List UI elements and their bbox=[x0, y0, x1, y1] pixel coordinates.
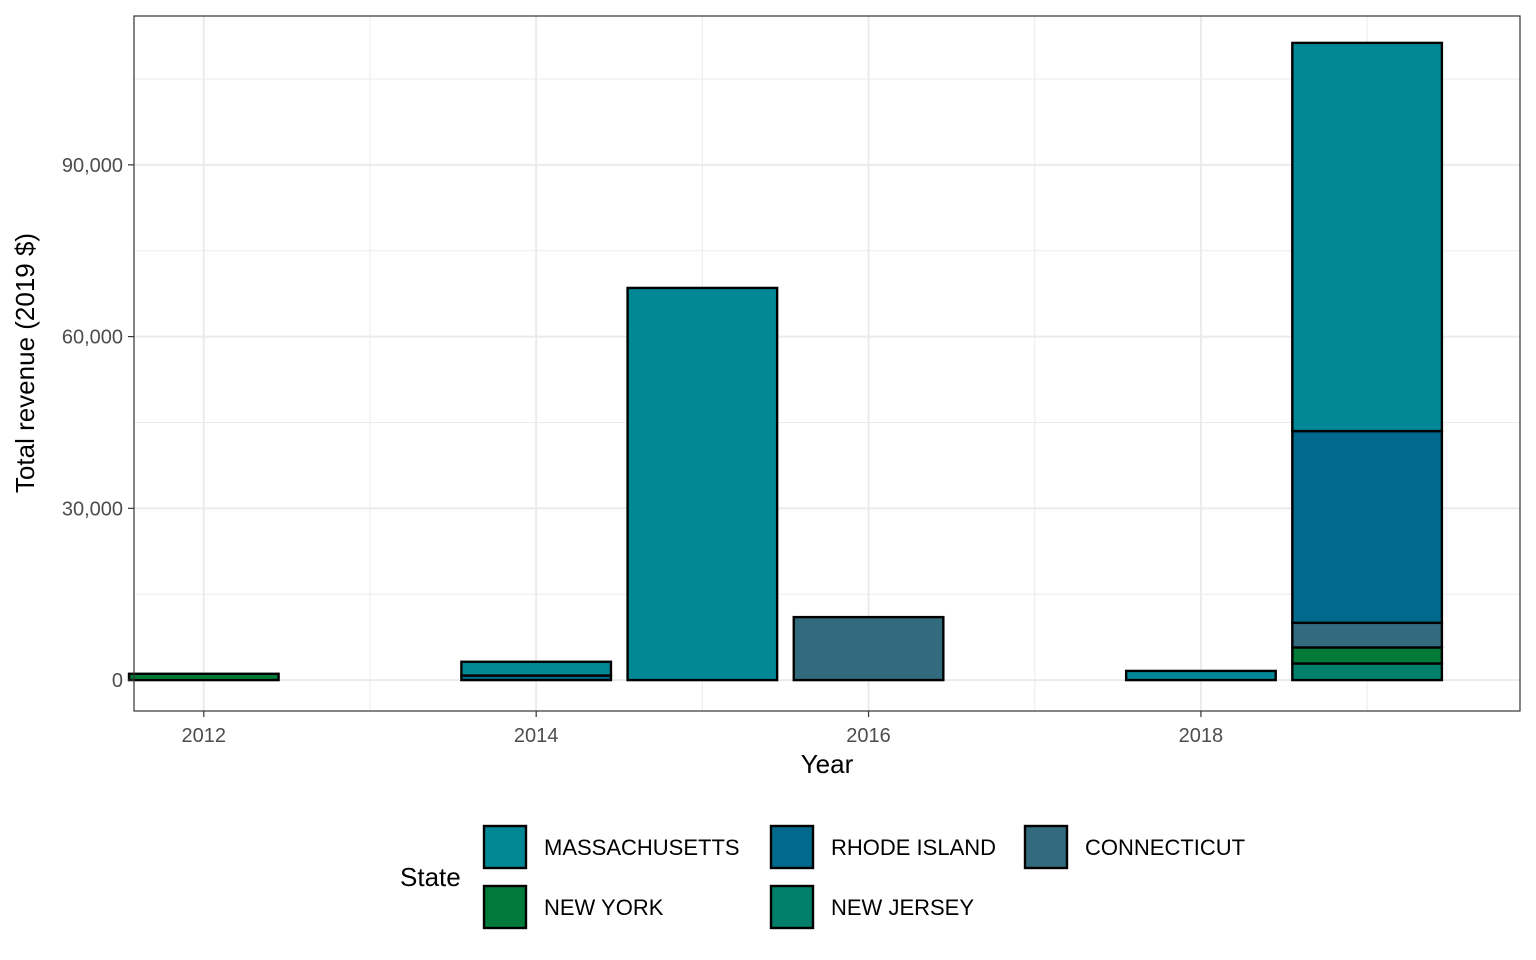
legend-label: CONNECTICUT bbox=[1085, 835, 1245, 860]
y-tick-label: 60,000 bbox=[62, 327, 123, 349]
legend-key-rhode-island bbox=[769, 824, 815, 870]
legend-label: NEW YORK bbox=[544, 895, 664, 920]
bar-segment-massachusetts-2019 bbox=[1291, 41, 1444, 433]
bar-segment-new-york-2012 bbox=[127, 672, 280, 682]
bar-segment-massachusetts-2014 bbox=[460, 660, 613, 677]
x-axis-title: Year bbox=[801, 749, 854, 779]
legend-label: MASSACHUSETTS bbox=[544, 835, 740, 860]
y-tick-label: 90,000 bbox=[62, 155, 123, 177]
legend-title: State bbox=[400, 862, 461, 892]
plot-border bbox=[133, 15, 1521, 712]
x-tick-label: 2018 bbox=[1179, 725, 1224, 747]
axes: 0 30,000 60,000 90,000 2012 2014 2016 2018 bbox=[62, 155, 1223, 747]
legend: State MASSACHUSETTS RHODE ISLAND CONNECTIC… bbox=[400, 824, 1245, 930]
y-tick-label: 30,000 bbox=[62, 498, 123, 520]
y-tick-label: 0 bbox=[112, 670, 123, 692]
legend-key-connecticut bbox=[1023, 824, 1069, 870]
bar-segment-new-jersey-2019 bbox=[1291, 662, 1444, 682]
legend-key-massachusetts bbox=[482, 824, 528, 870]
plot-panel bbox=[134, 16, 1520, 711]
bar-segment-new-york-2019 bbox=[1291, 646, 1444, 665]
bars bbox=[127, 41, 1444, 682]
legend-label: NEW JERSEY bbox=[831, 895, 974, 920]
bar-segment-massachusetts-2015 bbox=[626, 286, 779, 682]
bar-segment-massachusetts-2018 bbox=[1124, 669, 1277, 682]
legend-label: RHODE ISLAND bbox=[831, 835, 996, 860]
bar-segment-rhode-island-2019 bbox=[1291, 429, 1444, 625]
x-tick-label: 2016 bbox=[846, 725, 891, 747]
bar-segment-connecticut-2019 bbox=[1291, 621, 1444, 649]
x-tick-label: 2014 bbox=[514, 725, 559, 747]
bar-segment-connecticut-2016 bbox=[792, 615, 945, 682]
legend-key-new-york bbox=[482, 884, 528, 930]
legend-key-new-jersey bbox=[769, 884, 815, 930]
x-tick-label: 2012 bbox=[182, 725, 227, 747]
y-axis-title: Total revenue (2019 $) bbox=[10, 233, 40, 493]
